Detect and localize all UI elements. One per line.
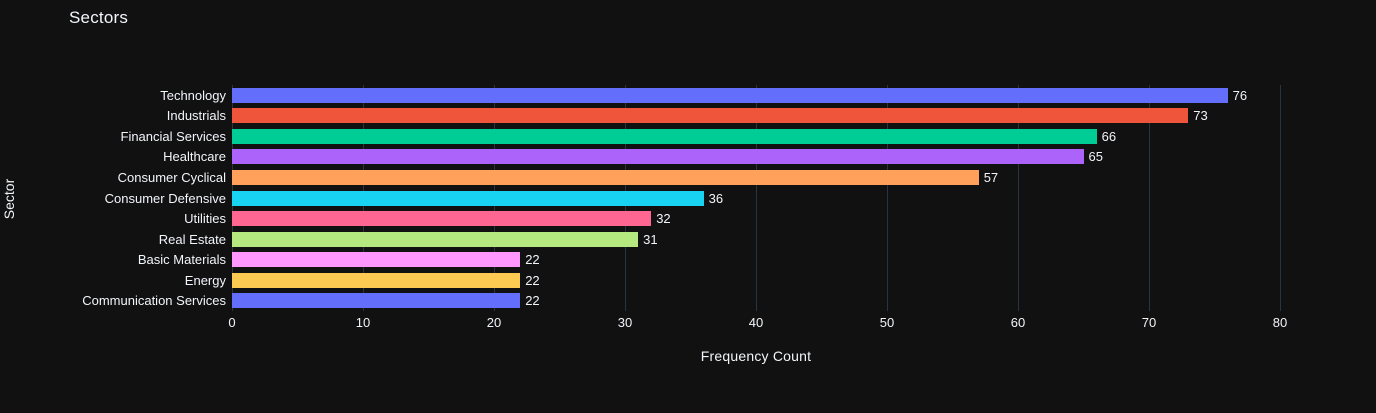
bar-consumer-defensive[interactable]: [232, 190, 704, 206]
category-label: Technology: [160, 87, 226, 103]
bar-energy[interactable]: [232, 272, 521, 288]
value-label: 57: [983, 169, 999, 185]
category-label: Industrials: [166, 108, 226, 124]
bar-row: Financial Services 66: [121, 126, 1280, 147]
x-tick-label: 10: [355, 315, 371, 330]
x-tick-label: 60: [1010, 315, 1026, 330]
gridline-60: [1018, 85, 1019, 311]
bar-real-estate[interactable]: [232, 231, 639, 247]
gridline-80: [1280, 85, 1281, 311]
bar-healthcare[interactable]: [232, 149, 1084, 165]
bar-row: Technology 76: [160, 85, 1280, 106]
value-label: 22: [525, 252, 540, 268]
gridline-50: [887, 85, 888, 311]
x-tick-label: 30: [617, 315, 633, 330]
chart-title: Sectors: [69, 8, 129, 27]
value-label: 65: [1088, 149, 1103, 165]
bar-consumer-cyclical[interactable]: [232, 169, 979, 185]
x-tick-label: 20: [486, 315, 502, 330]
bars-container: Technology 76 Industrials 73 Financial Servi…: [82, 85, 1280, 311]
category-label: Communication Services: [82, 293, 226, 309]
bar-row: Consumer Defensive 36: [105, 188, 1280, 209]
category-label: Healthcare: [163, 149, 226, 165]
bar-row: Real Estate 31: [159, 229, 1280, 250]
category-label: Utilities: [184, 211, 226, 227]
x-axis-title: Frequency Count: [700, 348, 812, 364]
category-label: Consumer Cyclical: [117, 169, 226, 185]
bar-communication-services[interactable]: [232, 293, 521, 309]
category-label: Financial Services: [120, 128, 227, 144]
value-label: 31: [643, 231, 658, 247]
bar-technology[interactable]: [232, 87, 1228, 103]
value-label: 32: [656, 211, 671, 227]
bar-row: Utilities 32: [184, 208, 1280, 229]
bar-row: Energy 22: [185, 270, 1280, 291]
bar-utilities[interactable]: [232, 211, 652, 227]
gridline-40: [756, 85, 757, 311]
gridline-70: [1149, 85, 1150, 311]
bar-row: Consumer Cyclical 57: [118, 167, 1280, 188]
category-label: Basic Materials: [137, 252, 226, 268]
bar-financial-services[interactable]: [232, 128, 1097, 144]
value-label: 66: [1101, 128, 1117, 144]
category-label: Consumer Defensive: [104, 190, 226, 206]
value-label: 36: [708, 190, 724, 206]
bar-basic-materials[interactable]: [232, 252, 521, 268]
value-label: 76: [1232, 87, 1248, 103]
category-label: Real Estate: [158, 231, 226, 247]
x-tick-label: 0: [228, 315, 236, 330]
plot-area: Technology 76 Industrials 73 Financial Servi…: [82, 85, 1281, 311]
y-axis-title: Sector: [1, 178, 17, 220]
bar-row: Basic Materials 22: [138, 249, 1280, 270]
x-tick-label: 70: [1141, 315, 1157, 330]
value-label: 22: [525, 293, 540, 309]
x-axis-ticks: 0 10 20 30 40 50 60 70 80: [228, 315, 1287, 331]
category-label: Energy: [184, 272, 226, 288]
value-label: 22: [525, 272, 540, 288]
x-tick-label: 40: [748, 315, 764, 330]
bar-industrials[interactable]: [232, 108, 1189, 124]
x-tick-label: 50: [879, 315, 895, 330]
bar-row: Industrials 73: [167, 106, 1280, 127]
bar-row: Healthcare 65: [163, 147, 1280, 168]
value-label: 73: [1193, 108, 1208, 124]
bar-row: Communication Services 22: [82, 290, 1280, 311]
x-tick-label: 80: [1272, 315, 1288, 330]
